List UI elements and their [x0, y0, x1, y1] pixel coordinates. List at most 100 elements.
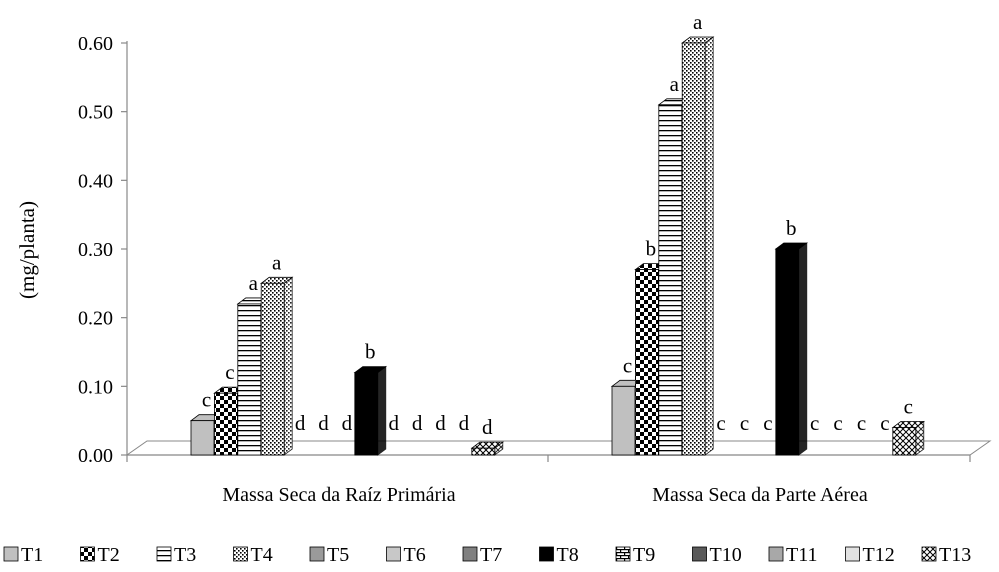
significance-letter: a	[272, 250, 282, 274]
legend-swatch	[845, 546, 860, 562]
significance-letter: c	[833, 411, 842, 435]
legend-swatch	[233, 546, 248, 562]
legend-swatch	[539, 546, 554, 562]
legend-label: T2	[98, 544, 120, 566]
significance-letter: c	[623, 353, 632, 377]
bar-side-face	[283, 276, 293, 456]
significance-letter: d	[295, 411, 306, 435]
significance-letter: c	[716, 411, 725, 435]
bar-T8	[353, 365, 387, 456]
significance-letter: c	[904, 395, 913, 419]
significance-letter: c	[202, 388, 211, 412]
axes: 0.00 0.10 0.20 0.30 0.40 0.50 0.60 (mg/planta) M…	[15, 33, 971, 506]
significance-letter: b	[646, 237, 657, 261]
legend-item: T10	[692, 544, 742, 566]
legend-item: T3	[156, 544, 196, 566]
legend-label: T5	[327, 544, 349, 566]
legend-item: T1	[3, 544, 43, 566]
legend-swatch	[921, 546, 937, 562]
legend: T1 T2 T3 T4 T5 T6 T7 T8 T9 T10 T11 T12 T13	[3, 544, 971, 566]
significance-letter: d	[342, 411, 353, 435]
legend-swatch	[309, 546, 325, 562]
legend-item: T2	[80, 544, 120, 566]
bar-side-face	[704, 36, 714, 456]
legend-label: T10	[710, 544, 742, 566]
bar-T8	[774, 242, 808, 456]
y-tick-label: 0.10	[78, 376, 113, 398]
legend-swatch	[3, 546, 19, 562]
significance-letter: a	[249, 271, 259, 295]
legend-swatch	[462, 546, 478, 562]
bar-front-face	[260, 282, 285, 456]
y-tick-label: 0.20	[78, 308, 113, 330]
bar-front-face	[775, 248, 800, 456]
bar-T13	[891, 420, 925, 456]
legend-item: T13	[921, 544, 971, 566]
bar-T4	[681, 36, 715, 456]
bar-front-face	[237, 303, 262, 456]
bar-front-face	[635, 269, 659, 456]
legend-label: T6	[404, 544, 426, 566]
legend-label: T13	[939, 544, 971, 566]
bar-front-face	[681, 42, 706, 456]
legend-item: T8	[539, 544, 579, 566]
x-category-label: Massa Seca da Raíz Primária	[222, 484, 455, 506]
legend-swatch	[692, 546, 707, 562]
significance-letter: b	[365, 340, 376, 364]
legend-item: T7	[462, 544, 502, 566]
bar-front-face	[892, 427, 917, 456]
y-tick-label: 0.50	[78, 102, 113, 124]
significance-letter: c	[225, 360, 234, 384]
bar-T4	[260, 276, 294, 456]
legend-item: T12	[845, 544, 895, 566]
legend-label: T9	[633, 544, 655, 566]
y-tick-label: 0.30	[78, 239, 113, 261]
bar-front-face	[611, 385, 636, 456]
legend-swatch	[615, 546, 631, 562]
significance-letter: d	[435, 411, 446, 435]
legend-swatch	[386, 546, 401, 562]
significance-letter: b	[786, 216, 797, 240]
significance-letter: c	[880, 411, 889, 435]
bar-front-face	[471, 447, 496, 456]
legend-label: T12	[863, 544, 895, 566]
significance-letter: c	[857, 411, 866, 435]
significance-letter: c	[740, 411, 749, 435]
bars	[189, 36, 925, 456]
legend-label: T1	[21, 544, 43, 566]
bar-side-face	[377, 365, 387, 456]
legend-item: T4	[233, 544, 273, 566]
x-category-label: Massa Seca da Parte Aérea	[652, 484, 868, 506]
legend-label: T8	[557, 544, 579, 566]
significance-letter: d	[388, 411, 399, 435]
bar-side-face	[915, 420, 925, 456]
significance-letter: d	[459, 411, 470, 435]
legend-item: T6	[386, 544, 426, 566]
bar-side-face	[798, 242, 808, 456]
legend-swatch	[156, 546, 172, 562]
y-tick-label: 0.40	[78, 170, 113, 192]
bar-T13	[470, 441, 504, 456]
legend-swatch	[80, 546, 95, 562]
significance-letter: c	[763, 411, 772, 435]
y-axis-title: (mg/planta)	[15, 201, 39, 299]
significance-letter: c	[810, 411, 819, 435]
legend-swatch	[768, 546, 784, 562]
bar-front-face	[658, 104, 683, 456]
bar-front-face	[354, 372, 379, 456]
legend-item: T11	[768, 544, 817, 566]
significance-letter: a	[693, 10, 703, 34]
y-tick-label: 0.00	[78, 445, 113, 467]
legend-label: T11	[786, 544, 817, 566]
legend-item: T5	[309, 544, 349, 566]
significance-letter: d	[318, 411, 329, 435]
legend-item: T9	[615, 544, 655, 566]
bar-front-face	[190, 420, 215, 456]
legend-label: T4	[251, 544, 273, 566]
significance-letter: d	[482, 415, 493, 439]
significance-letter: d	[412, 411, 423, 435]
bar-front-face	[213, 392, 238, 456]
